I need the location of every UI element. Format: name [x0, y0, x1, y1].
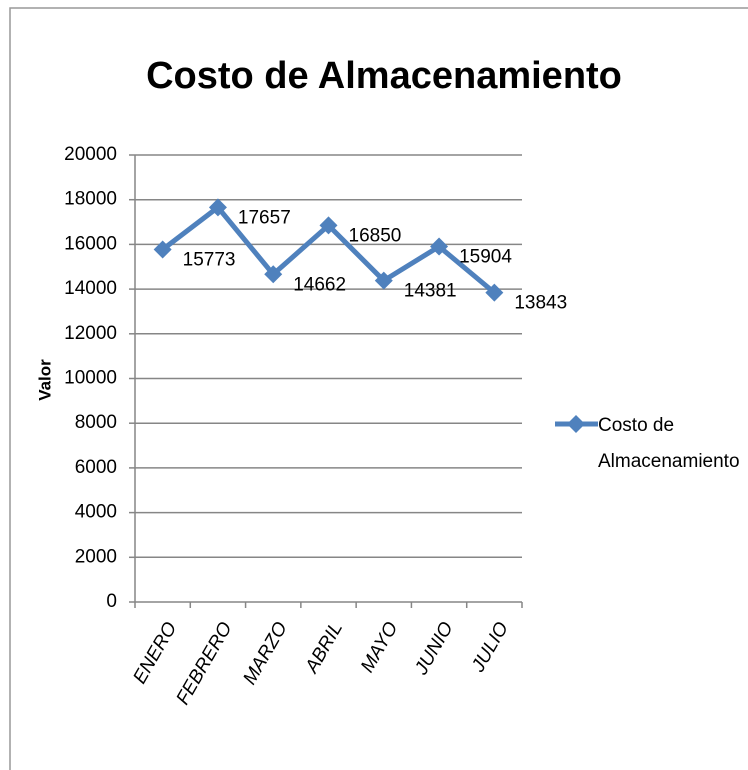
- x-tick-label: JULIO: [467, 618, 513, 676]
- x-tick-label: ABRIL: [301, 619, 347, 678]
- y-tick-label: 2000: [75, 546, 117, 567]
- y-tick-label: 20000: [64, 144, 117, 165]
- y-tick-label: 6000: [75, 457, 117, 478]
- data-label: 14662: [293, 274, 346, 295]
- data-label: 15904: [459, 247, 512, 268]
- point-marker: [153, 240, 172, 259]
- y-axis-label: Valor: [35, 359, 54, 401]
- x-tick-label: MAYO: [357, 618, 403, 676]
- y-tick-label: 16000: [64, 233, 117, 254]
- x-tick-label: ENERO: [129, 618, 181, 687]
- x-tick-label: JUNIO: [411, 618, 458, 679]
- y-tick-label: 0: [106, 591, 117, 612]
- y-tick-label: 4000: [75, 502, 117, 523]
- x-tick-label: MARZO: [239, 618, 292, 688]
- point-marker: [264, 265, 283, 284]
- y-tick-label: 10000: [64, 368, 117, 389]
- point-marker: [374, 271, 393, 290]
- data-label: 13843: [514, 293, 567, 314]
- y-tick-label: 8000: [75, 412, 117, 433]
- legend-marker: [567, 415, 585, 433]
- chart-border: [9, 7, 748, 770]
- data-label: 16850: [349, 225, 402, 246]
- point-marker: [208, 198, 227, 217]
- y-tick-label: 12000: [64, 323, 117, 344]
- y-tick-label: 14000: [64, 278, 117, 299]
- chart-title: Costo de Almacenamiento: [146, 55, 622, 97]
- y-tick-label: 18000: [64, 189, 117, 210]
- data-label: 15773: [183, 249, 236, 270]
- data-label: 17657: [238, 207, 291, 228]
- legend-label: Costo de Almacenamiento: [598, 415, 740, 472]
- point-marker: [430, 237, 449, 256]
- data-label: 14381: [404, 281, 457, 302]
- x-tick-label: FEBRERO: [172, 618, 236, 708]
- point-marker: [319, 216, 338, 235]
- point-marker: [485, 283, 504, 302]
